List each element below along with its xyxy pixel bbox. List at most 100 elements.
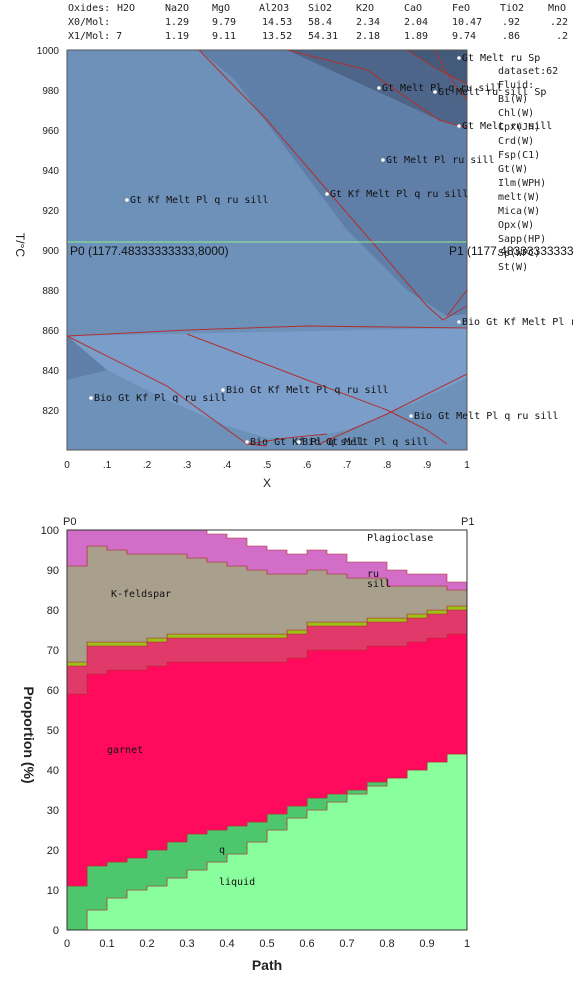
y-tick-label: 10 — [47, 885, 59, 897]
area-label: ru — [367, 569, 379, 580]
field-label: Gt Melt ru sill Sp — [438, 87, 546, 98]
plot-frame — [66, 529, 468, 931]
oxide-value: 1.89 — [404, 31, 429, 42]
oxide-value: 2.04 — [404, 17, 429, 28]
x-tick-label: 1 — [464, 938, 470, 950]
x-tick-label: .4 — [223, 460, 232, 471]
y-tick-label: 0 — [53, 925, 59, 937]
field-label: Bio Gt Melt Pl q ru sill — [414, 411, 559, 422]
y-tick-label: 70 — [47, 645, 59, 657]
field-label: Bio Gt Kf Pl q ru sill — [94, 393, 226, 404]
phase-list-item: melt(W) — [498, 192, 540, 203]
oxide-value: .86 — [502, 31, 521, 42]
field-marker — [297, 440, 301, 444]
phase-list-item: Ilm(WPH) — [498, 178, 546, 189]
oxide-name: TiO2 — [500, 3, 525, 14]
phase-boundary — [434, 49, 468, 101]
path-start-marker: P0 — [63, 516, 76, 528]
oxide-name: SiO2 — [308, 3, 333, 14]
phase-boundary — [406, 49, 468, 85]
oxide-row-label: X0/Mol: — [68, 17, 111, 28]
phase-list-item: Fsp(C1) — [498, 150, 540, 161]
oxide-name: Na2O — [165, 3, 190, 14]
field-marker — [433, 90, 437, 94]
x-tick-label: 0 — [64, 460, 70, 471]
field-marker — [381, 158, 385, 162]
x-tick-label: 1 — [464, 460, 470, 471]
oxide-value: 1.29 — [165, 17, 190, 28]
phase-boundary — [446, 289, 468, 317]
field-marker — [409, 414, 413, 418]
oxide-value: 10.47 — [452, 17, 483, 28]
x-tick-label: 0.8 — [379, 938, 394, 950]
oxide-value: 14.53 — [262, 17, 293, 28]
phase-list-item: Sp(WPC) — [498, 248, 540, 259]
x-tick-label: .6 — [303, 460, 312, 471]
oxide-value: .92 — [502, 17, 521, 28]
oxide-value: 9.11 — [212, 31, 237, 42]
field-bio-gt-kf-pl-region — [67, 336, 107, 380]
x-tick-label: .8 — [383, 460, 392, 471]
oxide-name: MnO — [548, 3, 567, 14]
field-marker — [89, 396, 93, 400]
x-tick-label: 0.4 — [219, 938, 234, 950]
field-bio-gt-kf-melt-region — [67, 328, 467, 438]
oxide-name: MgO — [212, 3, 231, 14]
phase-list-item: Gt(W) — [498, 164, 528, 175]
x-axis-title: X — [263, 476, 271, 490]
x-tick-label: .3 — [183, 460, 192, 471]
phase-boundary — [246, 433, 328, 445]
x-tick-label: 0.2 — [139, 938, 154, 950]
x-tick-label: 0.1 — [99, 938, 114, 950]
oxide-header-label: Oxides: — [68, 3, 111, 14]
y-tick-label: 820 — [42, 406, 59, 417]
oxide-name: FeO — [452, 3, 471, 14]
phase-list-item: Bi(W) — [498, 94, 528, 105]
oxide-name: H2O — [117, 3, 136, 14]
pseudosection-chart: P0 (1177.48333333333,8000) P1 (1177.48333… — [13, 46, 573, 490]
y-tick-label: 980 — [42, 86, 59, 97]
y-tick-label: 30 — [47, 805, 59, 817]
area-label: Plagioclase — [367, 533, 433, 544]
oxide-value: 54.31 — [308, 31, 339, 42]
x-tick-label: .1 — [103, 460, 112, 471]
oxide-name: K2O — [356, 3, 375, 14]
phase-boundary — [66, 335, 268, 447]
path-start-label: P0 (1177.48333333333,8000) — [70, 244, 229, 258]
field-marker — [245, 440, 249, 444]
y-tick-label: 20 — [47, 845, 59, 857]
y-tick-label: 80 — [47, 605, 59, 617]
phase-boundary — [286, 49, 468, 129]
area-label: K-feldspar — [111, 589, 171, 600]
y-tick-label: 50 — [47, 725, 59, 737]
x-tick-label: 0 — [64, 938, 70, 950]
phase-list-item: Mica(W) — [498, 206, 540, 217]
oxide-value: 2.18 — [356, 31, 381, 42]
y-tick-label: 90 — [47, 565, 59, 577]
phase-boundary — [318, 373, 468, 445]
phase-list-title: dataset:62 — [498, 66, 558, 77]
y-tick-label: 920 — [42, 206, 59, 217]
oxide-value: .2 — [556, 31, 569, 42]
field-label: Gt Kf Melt Pl q ru sill — [330, 189, 468, 200]
oxide-composition-table: Oxides: H2O Na2O MgO Al2O3 SiO2 K2O CaO … — [0, 0, 573, 50]
field-label: Bio Gt Kf Melt Pl q ru sill — [226, 385, 389, 396]
oxide-value: 13.52 — [262, 31, 293, 42]
field-marker — [457, 56, 461, 60]
field-label: Bio Gt Kf Pl q sill — [250, 437, 364, 448]
field-label: Gt Melt Pl ru sill — [386, 155, 494, 166]
oxide-value: 9.74 — [452, 31, 477, 42]
field-label: Bio Gt Melt Pl q sill — [302, 437, 428, 448]
phase-list-item: Chl(W) — [498, 108, 534, 119]
field-gt-melt-ru-sp-region — [407, 50, 467, 84]
path-end-marker: P1 — [461, 516, 474, 528]
x-tick-label: .7 — [343, 460, 352, 471]
oxide-value: .22 — [550, 17, 569, 28]
field-label: Gt Kf Melt Pl q ru sill — [130, 195, 268, 206]
phase-list-item: Sapp(HP) — [498, 234, 546, 245]
phase-boundary — [186, 333, 448, 445]
field-marker — [221, 388, 225, 392]
field-gt-kf-melt-region — [199, 50, 467, 316]
area-label: q — [219, 845, 225, 856]
